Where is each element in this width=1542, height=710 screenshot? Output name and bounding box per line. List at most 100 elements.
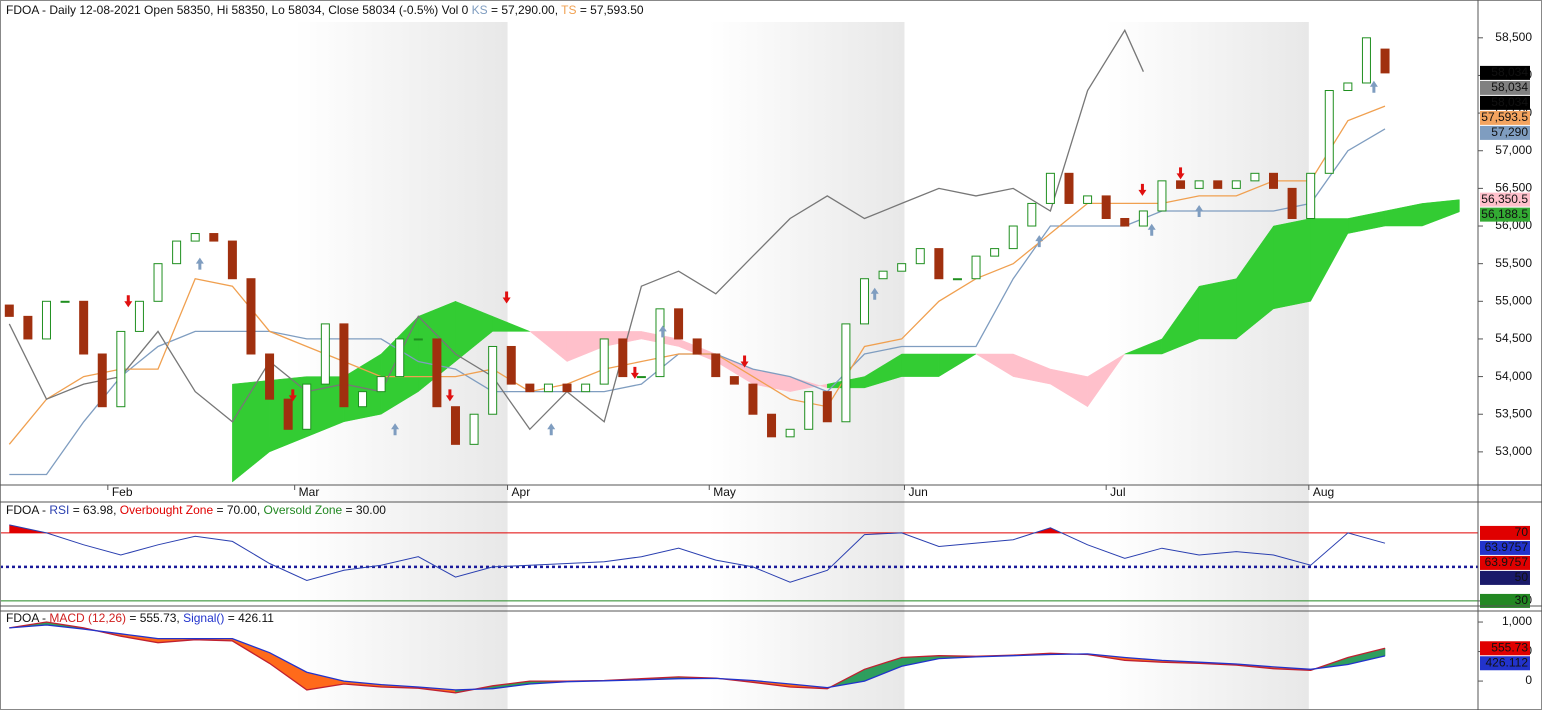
header-part: = 30.00 — [342, 503, 386, 517]
candle — [711, 353, 721, 378]
header-part: = 57,593.50 — [577, 3, 644, 17]
buy-arrow — [658, 325, 667, 338]
header-part: KS — [472, 3, 488, 17]
candle — [1120, 217, 1130, 227]
y-tick-label: 56,500 — [1495, 181, 1532, 195]
candle — [1250, 172, 1260, 182]
candle — [283, 398, 293, 430]
candle — [153, 263, 163, 302]
x-tick-label: Feb — [112, 485, 133, 499]
candle — [209, 233, 219, 242]
value-badge — [1480, 641, 1530, 656]
value-badge-label: 58,034 — [1491, 65, 1528, 79]
candle — [227, 240, 237, 280]
y-tick-label: 55,000 — [1495, 293, 1532, 307]
header-part: Oversold Zone — [264, 503, 343, 517]
candle — [246, 278, 256, 355]
candle — [488, 345, 498, 415]
candle — [543, 383, 553, 393]
header-part: FDOA - — [6, 503, 49, 517]
candle — [915, 248, 925, 265]
sell-arrow — [630, 366, 639, 379]
value-badge — [1480, 65, 1530, 80]
candle — [339, 323, 349, 408]
candle — [1101, 195, 1111, 219]
candle — [302, 383, 312, 430]
value-badge — [1480, 110, 1530, 125]
y-tick-label: 54,000 — [1495, 369, 1532, 383]
candle — [1306, 172, 1316, 219]
value-badge-label: 56,350.5 — [1481, 192, 1528, 206]
sell-arrow — [1176, 167, 1185, 180]
value-badge — [1480, 656, 1530, 671]
candle — [1213, 180, 1223, 189]
y-tick-label: 57,000 — [1495, 143, 1532, 157]
candle — [599, 338, 609, 385]
buy-arrow — [1035, 235, 1044, 248]
sell-arrow — [502, 291, 511, 304]
candle — [1380, 48, 1390, 74]
candle — [23, 315, 33, 340]
candle — [265, 353, 275, 400]
y-tick-label: 55,500 — [1495, 256, 1532, 270]
header-part: = 57,290.00, — [488, 3, 562, 17]
y-tick-label: 56,000 — [1495, 218, 1532, 232]
candle — [97, 353, 107, 408]
macd-line — [9, 621, 1386, 694]
header-part: Signal() — [183, 611, 224, 625]
cloud-segment — [1087, 353, 1125, 408]
candle — [41, 300, 51, 340]
candle — [358, 391, 368, 408]
candle — [674, 308, 684, 340]
y-tick-label: 0 — [1525, 673, 1532, 687]
panel-header: FDOA - RSI = 63.98, Overbought Zone = 70… — [6, 503, 386, 517]
candle — [952, 278, 962, 281]
cloud-segment — [1198, 278, 1237, 340]
value-badge-label: 56,188.5 — [1481, 207, 1528, 221]
buy-arrow — [1147, 223, 1156, 236]
candle — [134, 300, 144, 332]
candle — [804, 391, 814, 430]
cloud-segment — [938, 353, 977, 378]
sell-arrow — [1138, 183, 1147, 196]
candle — [767, 413, 777, 438]
candle — [581, 383, 591, 393]
x-tick-label: Aug — [1313, 485, 1334, 499]
candle — [1045, 172, 1055, 204]
candle — [172, 240, 182, 265]
value-badge — [1480, 192, 1530, 207]
candle — [841, 323, 851, 423]
candle — [1287, 187, 1297, 219]
candle — [1138, 210, 1148, 227]
candle — [4, 304, 14, 317]
candle — [60, 300, 70, 303]
value-badge-label: 426.112 — [1486, 655, 1529, 669]
candle — [1064, 172, 1074, 204]
value-badge — [1480, 555, 1530, 570]
y-tick-label: 53,500 — [1495, 406, 1532, 420]
buy-arrow — [1195, 204, 1204, 217]
signal-line — [9, 624, 1386, 691]
candle — [1194, 180, 1204, 189]
value-badge-label: 63.9757 — [1485, 540, 1529, 554]
header-part: = 70.00, — [213, 503, 263, 517]
value-badge — [1480, 207, 1530, 222]
cloud-segment — [901, 353, 940, 377]
rsi-line — [9, 524, 1386, 583]
candle — [376, 376, 386, 393]
value-badge-label: 57,290 — [1491, 125, 1528, 139]
sell-arrow — [445, 389, 454, 402]
y-tick-label: 58,500 — [1495, 30, 1532, 44]
candle — [432, 338, 442, 408]
candle — [748, 383, 758, 415]
candle — [413, 338, 423, 341]
header-part: = 555.73, — [126, 611, 183, 625]
cloud-segment — [492, 315, 530, 332]
candle — [934, 248, 944, 280]
candle — [525, 383, 535, 393]
value-badge — [1480, 570, 1530, 585]
candle — [1361, 37, 1371, 84]
buy-arrow — [1369, 80, 1378, 93]
candle — [79, 300, 89, 355]
